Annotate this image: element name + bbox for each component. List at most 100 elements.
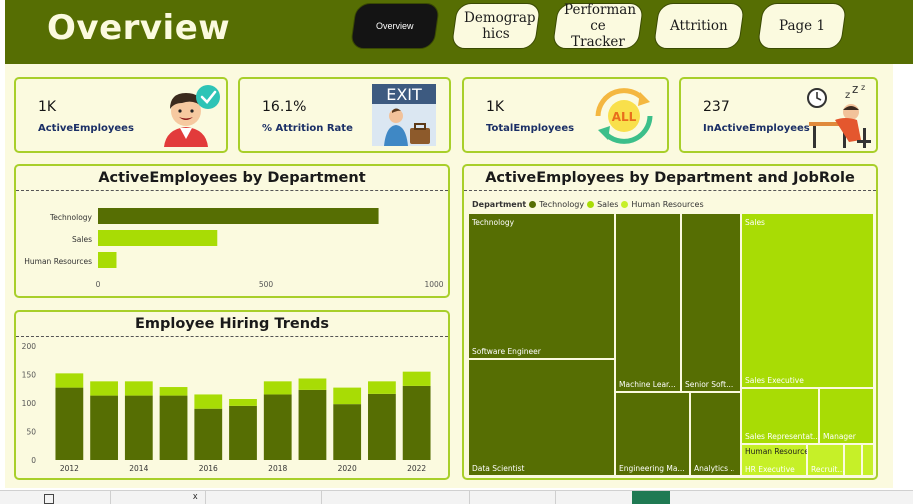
tab-4[interactable] [469,491,555,504]
bar-2017-series-0 [229,405,257,460]
panel-title: Employee Hiring Trends [134,316,330,332]
kpi-value: 1K [486,99,505,115]
treemap-area: Technology Software Engineer Data Scient… [468,213,874,476]
kpi-card-inactive-employees: 237 InActiveEmployees z z z [679,77,878,153]
kpi-card-total-employees: 1K TotalEmployees ALL [462,77,669,153]
treemap-cell-hr-small-1[interactable] [844,444,862,476]
y-tick-label: 200 [22,342,37,351]
nav-demographics-button[interactable]: Demograp hics [450,3,542,49]
nav-performance-tracker-label: Performan ce Tracker [564,2,637,50]
category-label: Human Resources [24,257,92,266]
treemap-cell-sales-representative[interactable]: Sales Representat... [741,388,819,444]
kpi-label: TotalEmployees [486,123,575,134]
treemap-cell-label: Machine Lear... [619,380,676,389]
treemap-cell-sales-executive[interactable]: Sales Sales Executive [741,213,874,388]
treemap-cell-label: Manager [823,432,856,441]
treemap-cell-analytics[interactable]: Analytics ... [690,392,741,476]
bar-2021-series-0 [368,393,396,460]
kpi-label: InActiveEmployees [703,123,810,134]
y-tick-label: 100 [22,399,37,408]
panel-title: ActiveEmployees by Department [98,170,366,186]
nav-overview-button[interactable]: Overview [349,3,441,49]
legend-dot-technology [529,201,537,208]
all-cycle-icon: ALL [595,88,653,144]
treemap-cell-senior-software[interactable]: Senior Soft... [681,213,741,392]
legend-title: Department [472,200,527,209]
page-title: Overview [47,8,231,48]
svg-text:z: z [845,90,850,101]
nav-overview-label: Overview [376,21,414,31]
x-tick-label: 2014 [129,464,148,473]
treemap-cell-label: Sales Executive [745,376,804,385]
category-label: Technology [49,213,93,222]
treemap-cell-engineering-manager[interactable]: Engineering Ma... [615,392,690,476]
treemap-cell-label: Sales Representat... [745,432,819,441]
panel-active-by-department: ActiveEmployees by Department Technology… [14,164,450,298]
divider [16,190,448,191]
treemap-cell-recruiter[interactable]: Recruit... [807,444,845,476]
nav-attrition-button[interactable]: Attrition [652,3,746,49]
tab-1[interactable]: x [110,491,205,504]
tab-5[interactable] [555,491,632,504]
treemap-cell-label: Engineering Ma... [619,464,685,473]
bar-technology [98,208,379,224]
kpi-card-attrition-rate: 16.1% % Attrition Rate EXIT [238,77,451,153]
treemap-cell-label: Senior Soft... [685,380,734,389]
x-tick-label: 0 [96,280,101,289]
kpi-card-active-employees: 1K ActiveEmployees [14,77,228,153]
panel-department-jobrole-treemap: ActiveEmployees by Department and JobRol… [462,164,878,480]
treemap-cell-software-engineer[interactable]: Technology Software Engineer [468,213,615,359]
treemap-cell-label: Recruit... [811,465,845,474]
close-icon[interactable]: x [193,491,198,501]
bar-2022-series-0 [402,385,431,460]
happy-employee-icon [164,85,220,147]
kpi-value: 237 [703,99,730,115]
tab-2[interactable] [205,491,321,504]
svg-text:z: z [852,82,858,96]
bar-2014-series-0 [124,395,153,460]
tab-3[interactable] [321,491,469,504]
x-tick-label: 500 [259,280,274,289]
exit-sign-text: EXIT [386,85,422,104]
bar-2020-series-0 [333,404,362,460]
legend-item[interactable]: Sales [597,200,619,209]
legend-dot-human-resources [621,201,629,208]
legend-item[interactable]: Human Resources [631,200,704,209]
nav-performance-tracker-button[interactable]: Performan ce Tracker [551,2,645,50]
treemap-legend: Department Technology Sales Human Resour… [472,200,704,209]
treemap-cell-hr-executive[interactable]: Human Resources HR Executive [741,444,813,476]
x-tick-label: 2016 [199,464,218,473]
nav-page1-label: Page 1 [778,18,826,34]
add-page-button[interactable] [632,491,670,504]
bar-2015-series-0 [159,395,188,460]
nav-page1-button[interactable]: Page 1 [756,3,848,49]
treemap-group-label: Human Resources [745,447,813,456]
bar-2017-series-1 [229,399,257,406]
bar-2013-series-1 [90,381,118,396]
x-tick-label: 2020 [338,464,357,473]
treemap-cell-label: Analytics ... [694,464,734,473]
category-label: Sales [72,235,92,244]
treemap-cell-label: HR Executive [745,465,795,474]
treemap-cell-hr-small-2[interactable] [862,444,874,476]
bar-2018-series-0 [263,394,292,460]
treemap-cell-data-scientist[interactable]: Data Scientist [468,359,615,476]
x-tick-label: 2012 [60,464,79,473]
sleeping-employee-icon: z z z [807,82,871,148]
nav-demographics-label: Demograp hics [464,10,536,42]
nav-attrition-label: Attrition [670,18,728,34]
bar-2020-series-1 [333,387,362,405]
hiring-trends-chart: 0 50 100 150 200 2012 2014 2016 2018 2020 2022 [22,342,431,473]
treemap-group-label: Sales [745,218,765,227]
treemap-cell-label: Software Engineer [472,347,541,356]
treemap-cell-manager[interactable]: Manager [819,388,874,444]
treemap-cell-machine-learning[interactable]: Machine Lear... [615,213,681,392]
x-tick-label: 1000 [424,280,443,289]
bar-2016-series-0 [194,408,223,460]
bar-human-resources [98,252,117,268]
bar-2012-series-0 [55,387,84,460]
bar-2015-series-1 [159,387,188,396]
department-bar-chart: Technology Sales Human Resources 0 500 1000 [24,208,444,289]
legend-item[interactable]: Technology [539,200,585,209]
treemap-group-label: Technology [472,218,515,227]
